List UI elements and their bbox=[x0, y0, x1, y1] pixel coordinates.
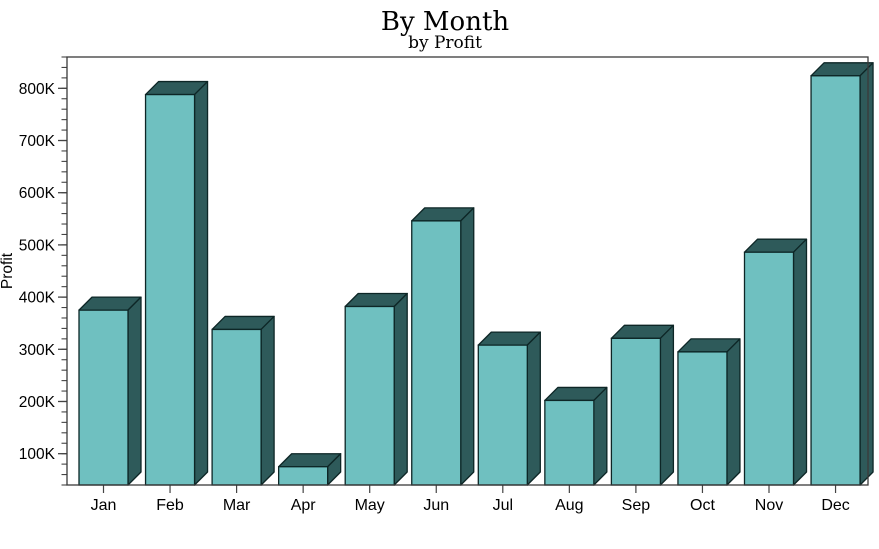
chart-subtitle: by Profit bbox=[408, 33, 482, 53]
bar-nov[interactable] bbox=[743, 238, 808, 486]
y-tick-label: 100K bbox=[19, 446, 56, 463]
bar-dec[interactable] bbox=[810, 62, 874, 486]
bar-side-face bbox=[659, 324, 675, 486]
bar-front-face bbox=[144, 93, 196, 486]
bar-front-face bbox=[743, 251, 795, 486]
x-tick-label: Jul bbox=[493, 497, 513, 514]
bar-side-face bbox=[792, 238, 808, 486]
bars-group bbox=[78, 62, 874, 486]
bar-jun[interactable] bbox=[411, 207, 475, 486]
y-tick-label: 500K bbox=[19, 237, 56, 254]
y-tick-label: 200K bbox=[19, 394, 56, 411]
y-tick-label: 800K bbox=[19, 81, 56, 98]
bar-front-face bbox=[411, 220, 462, 486]
x-tick-label: Aug bbox=[555, 497, 583, 514]
bar-feb[interactable] bbox=[144, 80, 209, 486]
y-tick-label: 700K bbox=[19, 133, 56, 150]
bar-apr[interactable] bbox=[277, 453, 342, 486]
bar-front-face bbox=[277, 466, 329, 486]
bar-side-face bbox=[593, 386, 608, 486]
bar-side-face bbox=[393, 292, 408, 486]
bar-front-face bbox=[477, 344, 528, 486]
bar-side-face bbox=[460, 207, 475, 486]
bar-oct[interactable] bbox=[677, 338, 741, 486]
bar-mar[interactable] bbox=[211, 315, 275, 486]
x-tick-label: Apr bbox=[291, 497, 317, 514]
x-tick-label: Oct bbox=[690, 497, 715, 514]
bar-jan[interactable] bbox=[78, 296, 142, 486]
bar-front-face bbox=[810, 75, 861, 486]
x-tick-label: Feb bbox=[156, 497, 184, 514]
x-tick-label: Dec bbox=[821, 497, 849, 514]
y-tick-label: 400K bbox=[19, 290, 56, 307]
plot-frame bbox=[66, 56, 869, 486]
bar-may[interactable] bbox=[344, 292, 408, 486]
x-tick-label: Jun bbox=[423, 497, 449, 514]
bar-side-face bbox=[127, 296, 142, 486]
y-tick-label: 300K bbox=[19, 342, 56, 359]
x-tick-label: Sep bbox=[622, 497, 651, 514]
bar-front-face bbox=[544, 399, 595, 486]
bar-side-face bbox=[193, 80, 209, 486]
bar-side-face bbox=[859, 62, 874, 486]
bar-side-face bbox=[526, 331, 541, 486]
x-tick-label: Jan bbox=[91, 497, 117, 514]
bar-side-face bbox=[726, 338, 741, 486]
x-tick-label: Mar bbox=[223, 497, 251, 514]
x-tick-label: May bbox=[355, 497, 385, 514]
bar-side-face bbox=[260, 315, 275, 486]
y-axis-title: Profit bbox=[0, 252, 16, 289]
bar-aug[interactable] bbox=[544, 386, 608, 486]
axis-ticks bbox=[58, 56, 837, 493]
plot-frame-rect bbox=[66, 56, 869, 486]
bar-front-face bbox=[610, 337, 662, 486]
axis-labels: 100K 200K 300K 400K 500K 600K 700K 800K Jan Feb Ma… bbox=[19, 81, 850, 514]
bar-sep[interactable] bbox=[610, 324, 675, 486]
y-tick-label: 600K bbox=[19, 185, 56, 202]
x-tick-label: Nov bbox=[755, 497, 783, 514]
bar-jul[interactable] bbox=[477, 331, 541, 486]
bar-front-face bbox=[78, 309, 129, 486]
bar-front-face bbox=[211, 328, 262, 486]
bar-front-face bbox=[344, 305, 395, 486]
chart-title: By Month bbox=[381, 7, 510, 37]
bar-front-face bbox=[677, 351, 728, 486]
